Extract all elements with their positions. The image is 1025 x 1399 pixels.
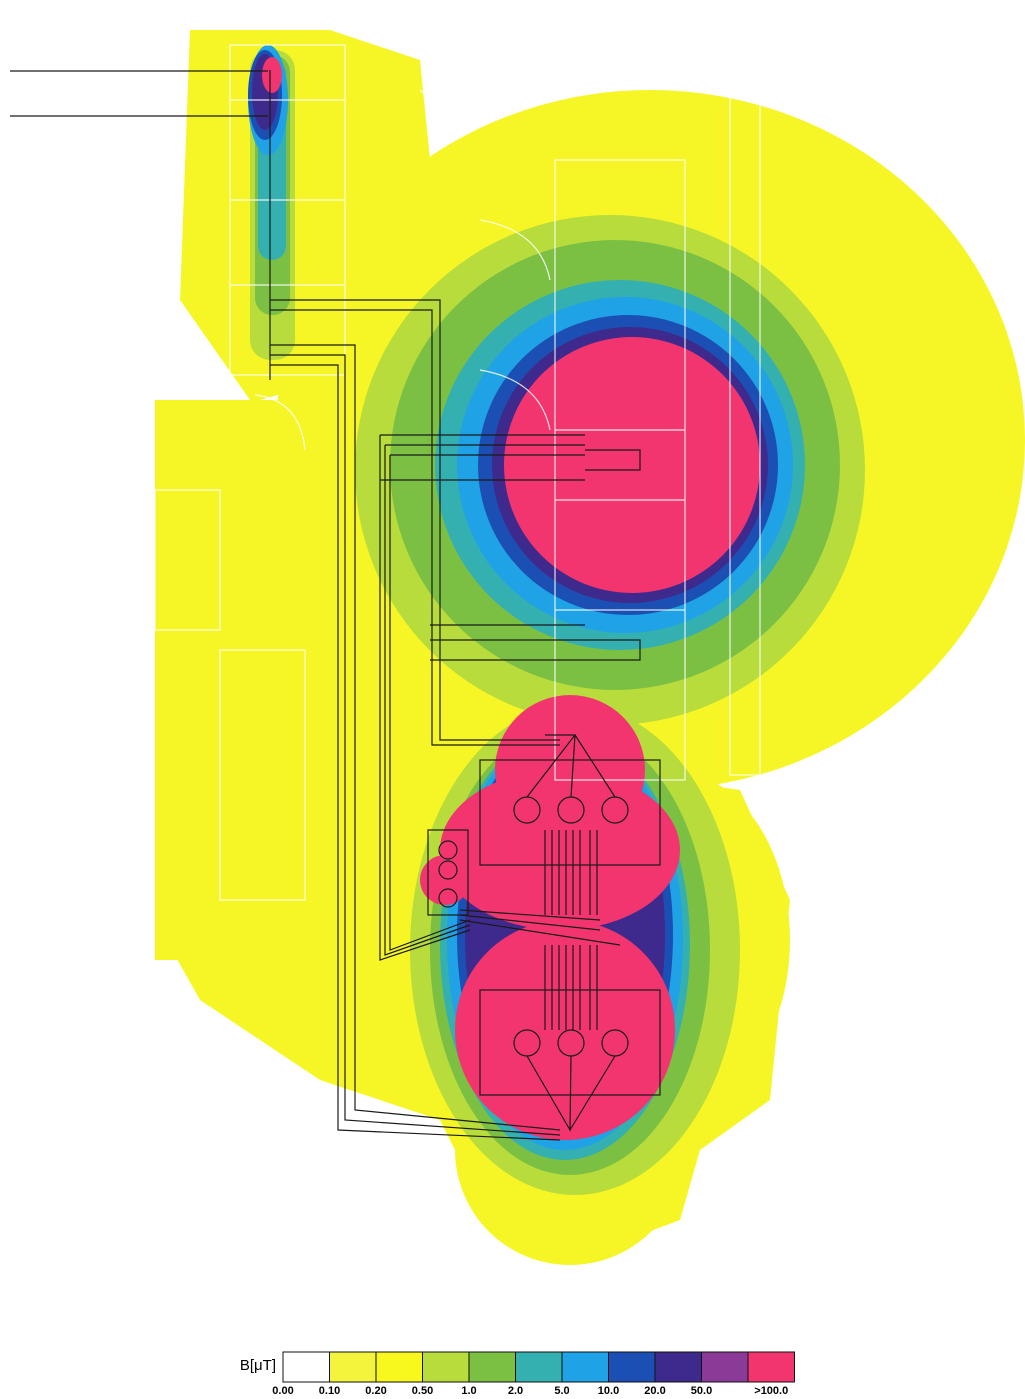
legend-swatch — [608, 1351, 656, 1383]
legend-title: B[μT] — [240, 1357, 276, 1374]
legend-swatch — [747, 1351, 795, 1383]
legend-label: 0.20 — [365, 1385, 386, 1397]
legend-swatch — [422, 1351, 470, 1383]
legend-label: 1.0 — [461, 1385, 476, 1397]
legend-label: 0.50 — [412, 1385, 433, 1397]
zone-100 — [262, 57, 760, 1140]
legend-swatch — [654, 1351, 702, 1383]
legend-label: 5.0 — [554, 1385, 569, 1397]
legend-label: 0.10 — [319, 1385, 340, 1397]
legend-swatch — [701, 1351, 749, 1383]
legend-swatch — [329, 1351, 377, 1383]
legend-swatch — [375, 1351, 423, 1383]
legend-swatch — [468, 1351, 516, 1383]
legend-label: 10.0 — [598, 1385, 619, 1397]
legend-label: 2.0 — [508, 1385, 523, 1397]
legend-label: >100.0 — [754, 1385, 788, 1397]
floor-plan — [154, 44, 761, 901]
legend-label: 20.0 — [644, 1385, 665, 1397]
legend-swatch — [515, 1351, 563, 1383]
legend-swatch — [282, 1351, 330, 1383]
cables — [10, 70, 661, 1141]
legend-label: 50.0 — [691, 1385, 712, 1397]
legend-swatch — [561, 1351, 609, 1383]
legend-label: 0.00 — [272, 1385, 293, 1397]
legend: B[μT] 0.00 0.10 0.20 0.50 1.0 2.0 5.0 10.0 20.0 5… — [240, 1351, 795, 1397]
